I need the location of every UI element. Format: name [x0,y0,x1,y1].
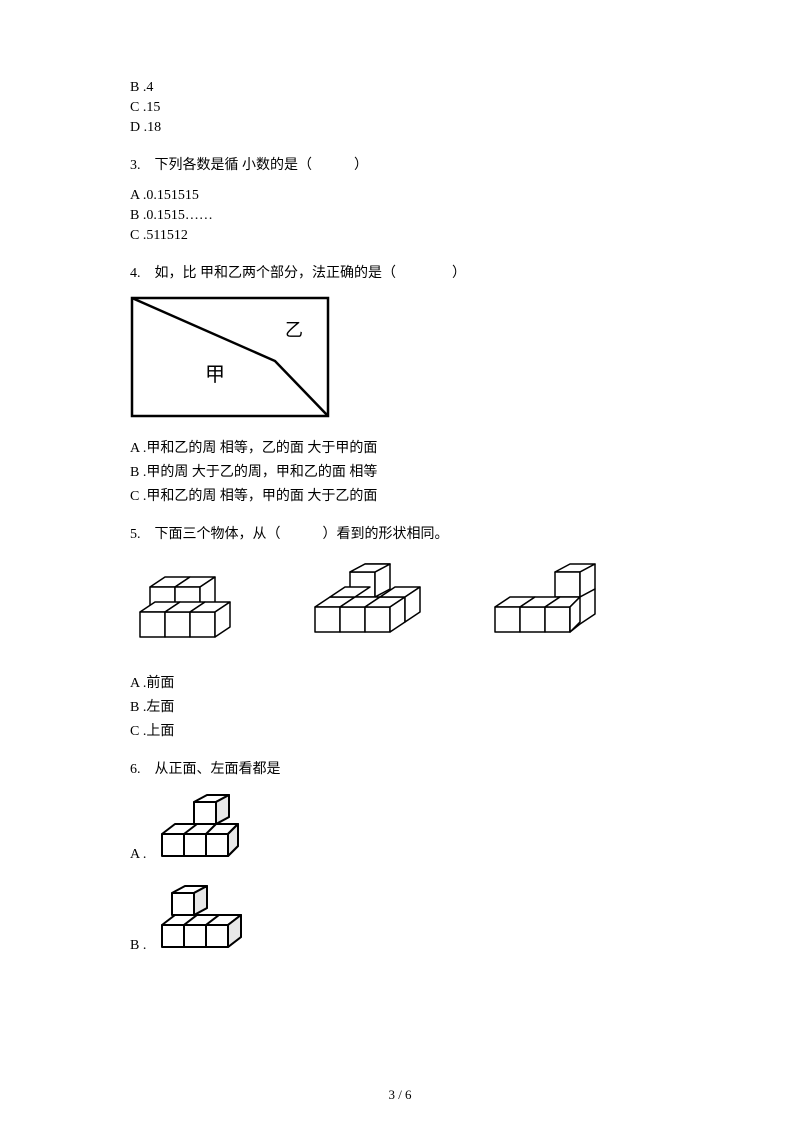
page-number: 3 / 6 [0,1087,800,1103]
q5-cube-1 [130,557,260,652]
option-c: C .15 [130,100,670,116]
q3-option-b: B .0.1515…… [130,208,670,224]
q4-text: 4. 如，比 甲和乙两个部分，法正确的是（ ） [130,262,670,282]
q5-option-a: A .前面 [130,672,670,692]
q5-cube-3 [485,557,615,652]
q4-label-yi: 乙 [285,320,303,340]
q6-option-b-row: B . [130,883,670,958]
q6-option-a-label: A . [130,847,146,867]
question-5: 5. 下面三个物体，从（ ）看到的形状相同。 [130,523,670,740]
q6-text: 6. 从正面、左面看都是 [130,758,670,778]
q5-cubes-row [130,557,670,652]
q6-option-a-row: A . [130,792,670,867]
q4-option-b: B .甲的周 大于乙的周，甲和乙的面 相等 [130,461,670,481]
q6-option-b-label: B . [130,938,146,958]
q4-label-jia: 甲 [205,364,225,386]
option-b: B .4 [130,80,670,96]
q3-option-c: C .511512 [130,228,670,244]
prev-options-block: B .4 C .15 D .18 [130,80,670,136]
q6-cube-a [154,792,254,867]
q4-option-c: C .甲和乙的周 相等，甲的面 大于乙的面 [130,485,670,505]
q5-text: 5. 下面三个物体，从（ ）看到的形状相同。 [130,523,670,543]
question-3: 3. 下列各数是循 小数的是（ ） A .0.151515 B .0.1515…… [130,154,670,244]
q4-option-a: A .甲和乙的周 相等，乙的面 大于甲的面 [130,437,670,457]
option-d: D .18 [130,120,670,136]
question-6: 6. 从正面、左面看都是 A . [130,758,670,958]
question-4: 4. 如，比 甲和乙两个部分，法正确的是（ ） 乙 甲 A .甲和乙的周 相等，… [130,262,670,505]
q3-option-a: A .0.151515 [130,188,670,204]
q5-option-b: B .左面 [130,696,670,716]
q5-cube-2 [300,557,445,652]
q6-cube-b [154,883,254,958]
q3-text: 3. 下列各数是循 小数的是（ ） [130,154,670,174]
q4-diagram: 乙 甲 [130,296,670,421]
q5-option-c: C .上面 [130,720,670,740]
